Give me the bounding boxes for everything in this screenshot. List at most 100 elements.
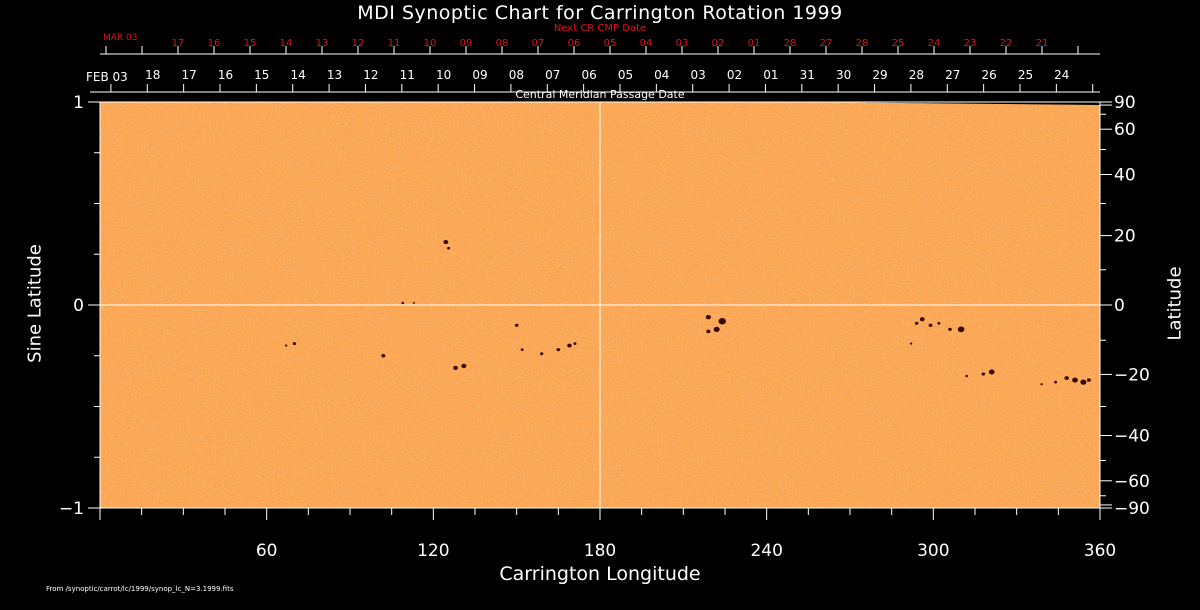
sunspot	[443, 239, 449, 245]
sunspot	[909, 342, 913, 345]
cmp-date-label: 06	[581, 68, 596, 82]
sunspot	[453, 365, 458, 371]
x-axis-label: Carrington Longitude	[499, 563, 701, 585]
sunspot	[447, 246, 451, 250]
next-cr-date-label: 01	[748, 38, 761, 49]
sunspot	[1080, 379, 1087, 385]
sunspot	[461, 363, 467, 369]
sunspot	[705, 314, 711, 320]
next-cr-date-label: 10	[424, 38, 437, 49]
y-tick-label-right: −20	[1114, 365, 1150, 385]
y-tick-label-left: 1	[73, 93, 84, 113]
cmp-date-label: 26	[981, 68, 996, 82]
cmp-date-label: 01	[763, 68, 778, 82]
sunspot	[928, 323, 933, 327]
next-cr-date-label: 13	[316, 38, 329, 49]
next-cr-date-label: 16	[208, 38, 221, 49]
cmp-date-label: 10	[436, 68, 451, 82]
sunspot	[1054, 380, 1058, 384]
next-cr-date-label: 28	[784, 38, 797, 49]
y-tick-label-right: 90	[1114, 93, 1136, 113]
y-tick-label-right: −90	[1114, 499, 1150, 519]
x-tick-label: 60	[256, 541, 278, 561]
next-cr-date-label: 05	[604, 38, 617, 49]
next-cr-date-label: 23	[964, 38, 977, 49]
sunspot	[718, 317, 726, 325]
sunspot	[292, 342, 297, 345]
sunspot	[1064, 376, 1069, 381]
sunspot	[401, 301, 405, 305]
next-cr-date-label: 08	[496, 38, 509, 49]
sunspot	[573, 342, 577, 345]
cmp-date-label: 03	[691, 68, 706, 82]
x-tick-label: 180	[584, 541, 616, 561]
sunspot	[914, 321, 919, 325]
sunspot	[284, 344, 288, 347]
next-cr-date-label: 14	[280, 38, 293, 49]
cmp-date-label: 16	[218, 68, 233, 82]
next-cr-date-label: 27	[820, 38, 833, 49]
sunspot	[965, 374, 969, 378]
next-cr-date-label: 22	[1000, 38, 1013, 49]
cmp-date-label: 05	[618, 68, 633, 82]
cmp-date-label: 29	[872, 68, 887, 82]
next-cr-date-label: 15	[244, 38, 257, 49]
sunspot	[919, 317, 925, 322]
source-file-footer: From /synoptic/carrot/lc/1999/synop_lc_N…	[46, 585, 234, 593]
cmp-date-label: 04	[654, 68, 669, 82]
sunspot	[1072, 377, 1078, 383]
cmp-axis-label: Central Meridian Passage Date	[515, 88, 685, 101]
cmp-start-label: FEB 03	[86, 70, 128, 84]
sunspot	[567, 343, 572, 348]
y-tick-label-right: 40	[1114, 166, 1136, 186]
y-axis-label-right: Latitude	[1164, 266, 1186, 341]
next-cr-start-label: MAR 03	[103, 33, 138, 43]
y-tick-label-right: 60	[1114, 120, 1136, 140]
next-cr-date-label: 17	[172, 38, 185, 49]
missing-data-wedge	[808, 102, 1100, 105]
sunspot	[540, 352, 544, 356]
cmp-date-label: 30	[836, 68, 851, 82]
next-cr-date-label: 04	[640, 38, 653, 49]
sunspot	[937, 321, 941, 325]
cmp-date-label: 14	[291, 68, 306, 82]
x-tick-label: 240	[750, 541, 782, 561]
next-cr-date-label: 02	[712, 38, 725, 49]
cmp-date-label: 27	[945, 68, 960, 82]
sunspot	[713, 326, 720, 332]
cmp-date-label: 07	[545, 68, 560, 82]
x-tick-label: 120	[417, 541, 449, 561]
cmp-date-label: 24	[1054, 68, 1069, 82]
next-cr-date-label: 11	[388, 38, 401, 49]
next-cr-date-label: 24	[928, 38, 941, 49]
y-tick-label-right: −40	[1114, 426, 1150, 446]
sunspot	[948, 327, 952, 331]
cmp-date-label: 09	[472, 68, 487, 82]
sunspot	[556, 348, 561, 352]
next-cr-date-label: 12	[352, 38, 365, 49]
x-tick-label: 300	[917, 541, 949, 561]
cmp-date-label: 25	[1018, 68, 1033, 82]
cmp-date-label: 28	[909, 68, 924, 82]
cmp-date-label: 17	[181, 68, 196, 82]
next-cr-cmp-label: Next CR CMP Date	[553, 23, 647, 34]
cmp-date-label: 31	[800, 68, 815, 82]
sunspot	[1086, 378, 1091, 382]
sunspot	[381, 354, 386, 358]
x-tick-label: 360	[1084, 541, 1116, 561]
cmp-date-label: 02	[727, 68, 742, 82]
sunspot	[514, 323, 519, 327]
sunspot	[520, 348, 524, 351]
cmp-date-label: 18	[145, 68, 160, 82]
sunspot	[706, 329, 711, 334]
sunspot	[1040, 383, 1043, 386]
y-tick-label-left: −1	[59, 499, 84, 519]
next-cr-date-label: 09	[460, 38, 473, 49]
next-cr-date-label: 21	[1036, 38, 1049, 49]
y-tick-label-right: 20	[1114, 227, 1136, 247]
cmp-date-label: 12	[363, 68, 378, 82]
y-axis-label-left: Sine Latitude	[24, 244, 46, 363]
cmp-date-label: 13	[327, 68, 342, 82]
